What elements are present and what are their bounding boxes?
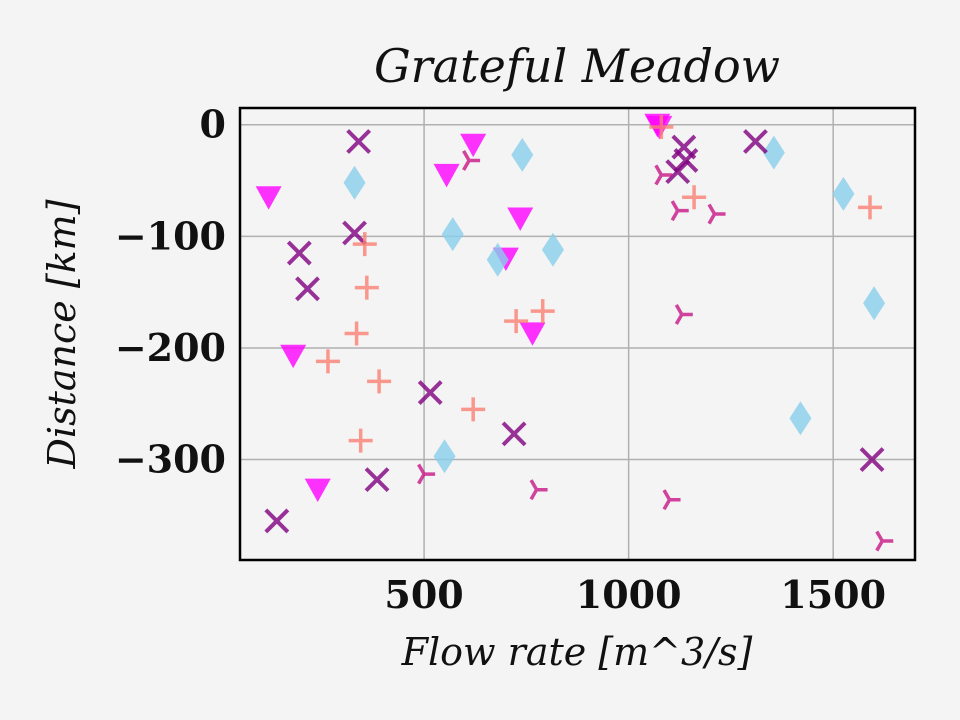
marks-layer xyxy=(255,113,894,552)
x-point xyxy=(417,380,443,406)
triangle-point xyxy=(507,207,534,231)
tri-point xyxy=(654,164,673,186)
plus-point xyxy=(315,349,340,374)
grid-layer xyxy=(240,108,915,560)
x-point xyxy=(743,129,768,154)
plot-frame xyxy=(238,106,917,562)
diamond-point xyxy=(433,439,456,474)
diamond-point xyxy=(441,217,464,252)
y-tick-label: 0 xyxy=(200,102,226,147)
plus-point xyxy=(649,114,674,139)
x-tick-label: 1000 xyxy=(576,572,682,617)
tri-point xyxy=(529,479,548,501)
x-point xyxy=(264,508,290,534)
y-tick-label: −300 xyxy=(115,437,226,482)
triangle-point xyxy=(280,344,307,369)
triangle-point xyxy=(460,133,487,158)
x-point xyxy=(859,447,885,472)
x-point xyxy=(501,421,527,447)
tri-point xyxy=(417,463,436,485)
diamond-point xyxy=(863,286,886,321)
x-point xyxy=(665,159,691,185)
tri-point xyxy=(662,489,681,511)
diamond-point xyxy=(832,176,855,211)
diamond-point xyxy=(762,135,785,170)
triangle-point xyxy=(304,478,331,503)
plus-point xyxy=(348,428,373,453)
x-point xyxy=(295,276,320,302)
plus-point xyxy=(530,299,555,324)
triangle-point xyxy=(519,322,546,346)
diamond-point xyxy=(541,232,564,267)
x-point xyxy=(673,148,699,173)
tri-point xyxy=(670,200,689,222)
x-tick-label: 1500 xyxy=(780,572,886,617)
x-point xyxy=(364,467,390,493)
diamond-point xyxy=(486,242,509,277)
plus-point xyxy=(461,397,486,422)
tri-point xyxy=(707,203,726,225)
tri-point xyxy=(674,304,693,325)
diamond-point xyxy=(511,137,534,172)
diamond-point xyxy=(343,165,366,200)
y-axis-label: Distance [km] xyxy=(40,199,84,469)
y-tick-label: −100 xyxy=(115,213,226,258)
diamond-point xyxy=(789,401,812,436)
plus-point xyxy=(352,232,377,257)
x-point xyxy=(286,240,312,266)
chart-title: Grateful Meadow xyxy=(374,39,780,93)
triangle-point xyxy=(255,186,282,210)
plus-point xyxy=(344,321,369,346)
y-tick-label: −200 xyxy=(115,325,226,370)
ticks-layer: 500 1000 1500 0 −100 −200 −300 xyxy=(115,102,886,617)
triangle-point xyxy=(433,163,460,188)
plus-point xyxy=(354,275,379,300)
x-point xyxy=(346,129,372,154)
plus-point xyxy=(367,369,392,394)
tri-point xyxy=(462,150,481,171)
tri-point xyxy=(875,530,894,552)
plus-point xyxy=(504,309,529,334)
x-axis-label: Flow rate [m^3/s] xyxy=(401,630,753,674)
x-tick-label: 500 xyxy=(384,572,463,617)
plus-point xyxy=(858,195,882,220)
x-point xyxy=(342,220,367,246)
plot-area xyxy=(240,108,915,560)
plus-point xyxy=(682,185,707,210)
